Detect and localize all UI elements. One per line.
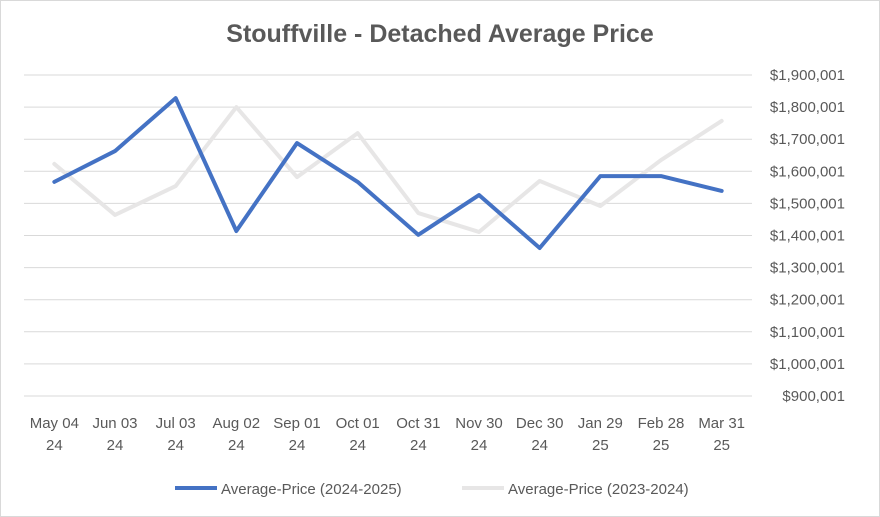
y-tick-label: $1,800,001 (770, 99, 845, 116)
x-tick-label: Oct 31 (396, 415, 440, 432)
x-tick-label-year: 24 (531, 437, 548, 454)
x-tick-label: Jun 03 (92, 415, 137, 432)
x-tick-label-year: 25 (713, 437, 730, 454)
x-tick-label: Jul 03 (156, 415, 196, 432)
y-tick-label: $1,600,001 (770, 163, 845, 180)
y-tick-label: $1,200,001 (770, 292, 845, 309)
x-tick-label: Jan 29 (578, 415, 623, 432)
y-tick-label: $900,001 (782, 388, 845, 405)
x-tick-label-year: 25 (592, 437, 609, 454)
legend-label: Average-Price (2023-2024) (508, 481, 689, 498)
x-tick-label-year: 24 (107, 437, 124, 454)
y-tick-label: $1,900,001 (770, 67, 845, 84)
y-tick-label: $1,700,001 (770, 131, 845, 148)
series-line-0 (52, 96, 724, 251)
x-tick-label: Nov 30 (455, 415, 503, 432)
y-tick-label: $1,000,001 (770, 356, 845, 373)
x-tick-label: Dec 30 (516, 415, 564, 432)
x-tick-label-year: 24 (228, 437, 245, 454)
x-tick-label-year: 24 (410, 437, 427, 454)
x-tick-label: Mar 31 (698, 415, 745, 432)
x-tick-label: Sep 01 (273, 415, 321, 432)
x-tick-label-year: 24 (471, 437, 488, 454)
series-line-1 (52, 105, 724, 234)
x-tick-label: May 04 (30, 415, 79, 432)
x-tick-label-year: 24 (46, 437, 63, 454)
legend-label: Average-Price (2024-2025) (221, 481, 402, 498)
y-tick-label: $1,100,001 (770, 324, 845, 341)
y-tick-label: $1,300,001 (770, 260, 845, 277)
x-tick-label: Oct 01 (336, 415, 380, 432)
x-tick-label-year: 24 (349, 437, 366, 454)
y-tick-label: $1,400,001 (770, 228, 845, 245)
chart-title: Stouffville - Detached Average Price (226, 20, 654, 48)
x-tick-label-year: 24 (167, 437, 184, 454)
y-tick-label: $1,500,001 (770, 195, 845, 212)
x-tick-label-year: 24 (289, 437, 306, 454)
x-tick-label: Feb 28 (638, 415, 685, 432)
x-tick-label-year: 25 (653, 437, 670, 454)
x-tick-label: Aug 02 (213, 415, 261, 432)
